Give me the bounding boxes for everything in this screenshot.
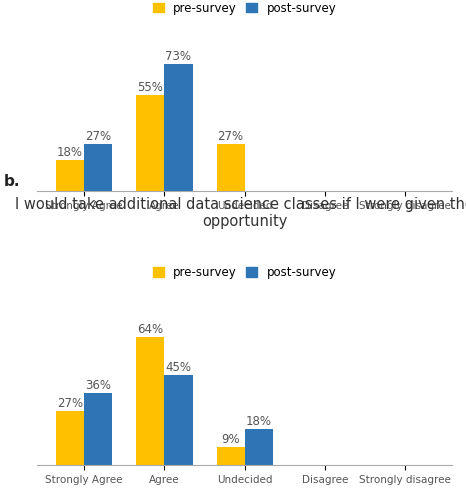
Legend: pre-survey, post-survey: pre-survey, post-survey (150, 262, 340, 283)
Bar (164, 375, 192, 465)
Bar (164, 64, 192, 192)
Legend: pre-survey, post-survey: pre-survey, post-survey (150, 0, 340, 18)
Text: 73%: 73% (165, 50, 192, 62)
Bar (84, 144, 112, 192)
Text: I would take additional data science classes if I were given the
opportunity: I would take additional data science cla… (15, 197, 466, 229)
Text: 18%: 18% (246, 415, 272, 428)
Bar (56, 160, 84, 192)
Text: 9%: 9% (221, 433, 240, 446)
Text: 45%: 45% (165, 361, 192, 374)
Text: b.: b. (4, 174, 21, 189)
Text: 64%: 64% (137, 323, 164, 336)
Bar (245, 429, 273, 465)
Bar (56, 411, 84, 465)
Bar (137, 95, 164, 192)
Bar (84, 393, 112, 465)
Text: 18%: 18% (57, 146, 83, 159)
Text: 27%: 27% (57, 397, 83, 410)
Bar (217, 144, 245, 192)
Text: 27%: 27% (85, 130, 111, 143)
Bar (217, 447, 245, 465)
Bar (137, 337, 164, 465)
Text: 55%: 55% (137, 81, 163, 94)
Text: 27%: 27% (218, 130, 244, 143)
Text: 36%: 36% (85, 379, 111, 392)
